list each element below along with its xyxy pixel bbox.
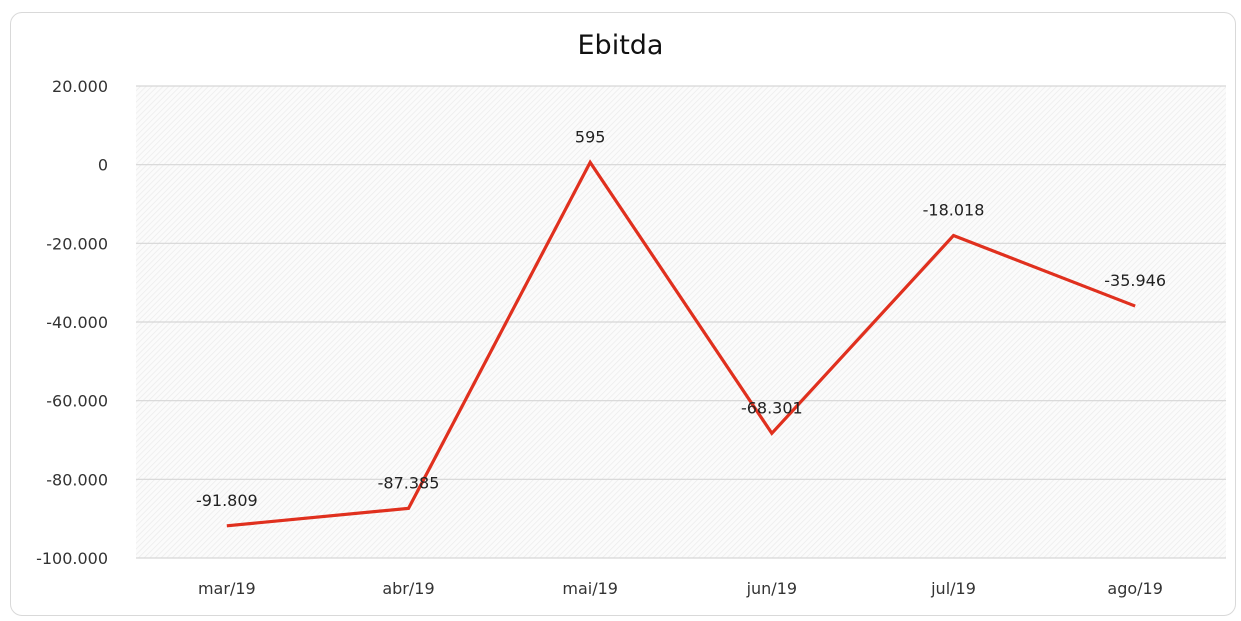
x-tick-label: ago/19	[1107, 579, 1163, 598]
data-labels: -91.809 -87.385 595 -68.301 -18.018 -35.946	[196, 127, 1166, 509]
data-label: -91.809	[196, 491, 258, 510]
y-tick-label: -100.000	[36, 549, 108, 568]
y-tick-label: -20.000	[46, 234, 108, 253]
y-tick-label: -60.000	[46, 392, 108, 411]
x-tick-label: mai/19	[562, 579, 618, 598]
x-tick-label: jul/19	[930, 579, 976, 598]
x-tick-label: abr/19	[382, 579, 434, 598]
chart-title: Ebitda	[577, 30, 664, 61]
x-tick-label: mar/19	[198, 579, 256, 598]
y-tick-label: -80.000	[46, 470, 108, 489]
y-tick-label: -40.000	[46, 313, 108, 332]
series-line	[226, 159, 1136, 528]
series-group	[226, 159, 1136, 528]
data-label: -87.385	[378, 473, 440, 492]
y-tick-label: 0	[98, 156, 108, 175]
y-axis-tick-labels: 20.000 0 -20.000 -40.000 -60.000 -80.000 -100.…	[36, 77, 108, 568]
data-label: -18.018	[923, 201, 985, 220]
data-label: -35.946	[1104, 271, 1166, 290]
y-tick-label: 20.000	[52, 77, 108, 96]
data-label: 595	[575, 127, 606, 146]
x-axis-tick-labels: mar/19 abr/19 mai/19 jun/19 jul/19 ago/19	[198, 579, 1163, 598]
x-tick-label: jun/19	[746, 579, 797, 598]
data-label: -68.301	[741, 398, 803, 417]
gridlines	[136, 85, 1226, 559]
